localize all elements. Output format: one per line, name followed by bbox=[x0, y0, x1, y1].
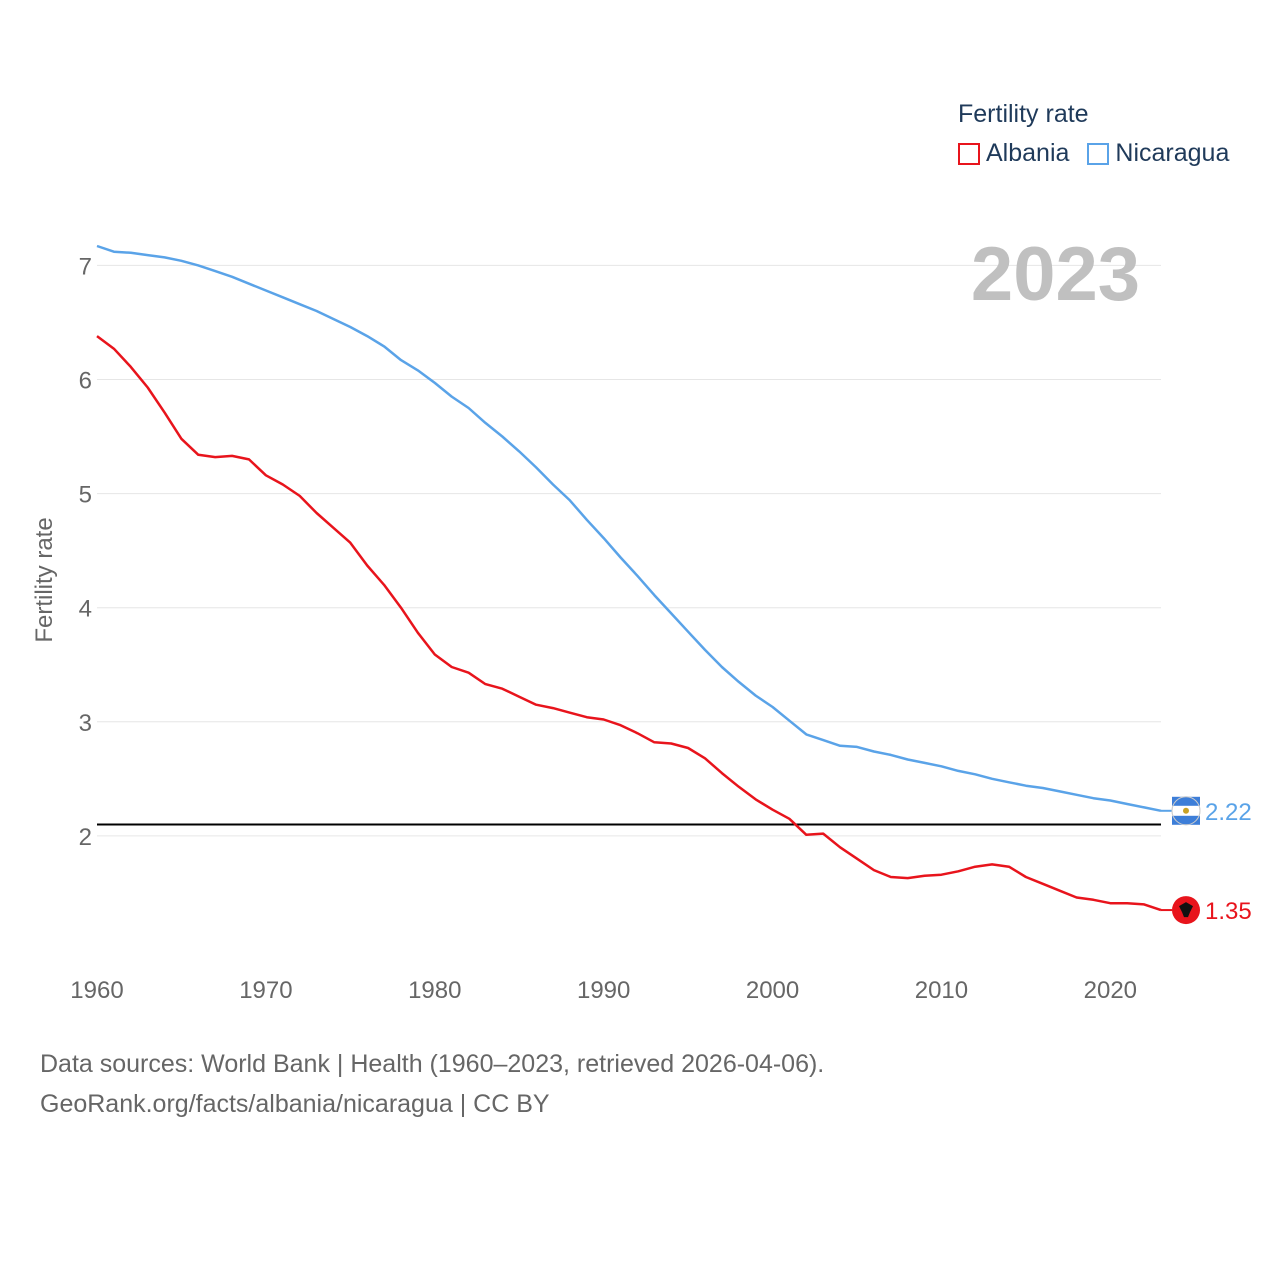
y-axis-ticks: 2 3 4 5 6 7 bbox=[79, 253, 92, 851]
legend-item-albania[interactable]: Albania bbox=[958, 139, 1069, 168]
legend-item-nicaragua[interactable]: Nicaragua bbox=[1087, 139, 1229, 168]
legend-title: Fertility rate bbox=[958, 100, 1089, 128]
legend-swatch-albania bbox=[958, 142, 980, 165]
flag-nicaragua-outline bbox=[1171, 796, 1201, 826]
x-tick-label-2020: 2020 bbox=[1084, 977, 1137, 1004]
end-label-albania: 1.35 bbox=[1205, 898, 1252, 925]
x-tick-label-1970: 1970 bbox=[239, 977, 292, 1004]
y-axis-label: Fertility rate bbox=[31, 517, 58, 642]
gridlines bbox=[97, 264, 1161, 837]
x-tick-label-1990: 1990 bbox=[577, 977, 630, 1004]
end-label-nicaragua: 2.22 bbox=[1205, 799, 1252, 826]
y-tick-label-4: 4 bbox=[79, 596, 92, 623]
source-note: Data sources: World Bank | Health (1960–… bbox=[40, 1044, 824, 1124]
series-line-albania bbox=[96, 335, 1162, 912]
x-tick-label-1960: 1960 bbox=[70, 977, 123, 1004]
x-tick-label-2000: 2000 bbox=[746, 977, 799, 1004]
legend-label-nicaragua: Nicaragua bbox=[1115, 139, 1230, 167]
y-tick-label-2: 2 bbox=[79, 824, 92, 851]
series-line-nicaragua bbox=[96, 244, 1162, 813]
source-line-2[interactable]: GeoRank.org/facts/albania/nicaragua | CC… bbox=[40, 1090, 550, 1118]
y-tick-label-3: 3 bbox=[79, 710, 92, 737]
y-tick-label-5: 5 bbox=[79, 482, 92, 509]
flag-nicaragua-top-stripe bbox=[1172, 796, 1200, 806]
legend-swatch-nicaragua bbox=[1087, 142, 1110, 165]
y-tick-label-6: 6 bbox=[79, 367, 92, 394]
flag-albania-eagle bbox=[1179, 902, 1193, 918]
flag-nicaragua-emblem bbox=[1183, 807, 1189, 814]
x-axis-ticks: 1960 1970 1980 1990 2000 2010 2020 bbox=[70, 977, 1137, 1004]
source-line-1: Data sources: World Bank | Health (1960–… bbox=[40, 1050, 825, 1078]
x-tick-label-2010: 2010 bbox=[915, 977, 968, 1004]
x-tick-label-1980: 1980 bbox=[408, 977, 461, 1004]
series-end-markers: 1.35 2.22 bbox=[1161, 796, 1252, 925]
flag-nicaragua-bottom-stripe bbox=[1172, 815, 1200, 825]
legend: Fertility rate Albania Nicaragua bbox=[958, 100, 1229, 168]
legend-label-albania: Albania bbox=[986, 139, 1070, 167]
y-tick-label-7: 7 bbox=[79, 253, 92, 280]
year-overlay: 2023 bbox=[971, 232, 1140, 317]
series-lines bbox=[96, 244, 1162, 912]
